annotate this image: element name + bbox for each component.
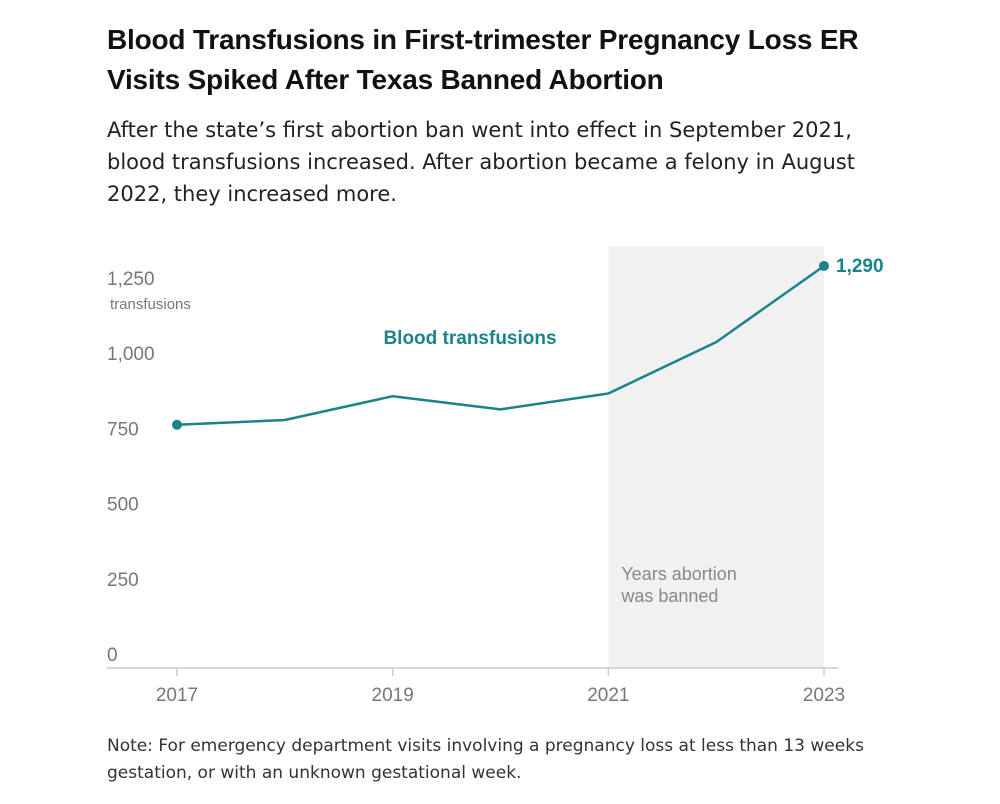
ban-band-label-line2: was banned — [620, 586, 718, 606]
x-tick-label: 2017 — [156, 685, 198, 706]
series-end-point — [819, 260, 829, 271]
chart-title: Blood Transfusions in First-trimester Pr… — [107, 24, 859, 95]
x-tick-label: 2023 — [803, 685, 845, 706]
y-tick-label: 750 — [107, 419, 139, 440]
x-tick-label: 2019 — [372, 685, 414, 706]
y-tick-label: 250 — [107, 570, 139, 591]
y-tick-label: 500 — [107, 495, 139, 516]
series-start-point — [172, 419, 182, 430]
transfusions-series-line — [176, 264, 825, 427]
ban-band-label-line1: Years abortion — [621, 564, 736, 584]
series-end-value-label: 1,290 — [836, 256, 884, 277]
chart-note: Note: For emergency department visits in… — [107, 736, 864, 783]
y-axis-unit-label: transfusions — [110, 296, 191, 313]
y-tick-label: 0 — [107, 645, 118, 666]
series-name-label: Blood transfusions — [383, 328, 556, 349]
chart-subtitle: After the state’s first abortion ban wen… — [107, 118, 855, 206]
x-tick-label: 2021 — [587, 685, 629, 706]
y-tick-label: 1,000 — [107, 344, 155, 365]
y-axis: 0 250 500 750 1,000 1,250 — [107, 269, 155, 666]
ban-period-band — [608, 246, 824, 668]
x-axis: 2017 2019 2021 2023 — [156, 668, 845, 706]
y-tick-label: 1,250 — [107, 269, 155, 290]
